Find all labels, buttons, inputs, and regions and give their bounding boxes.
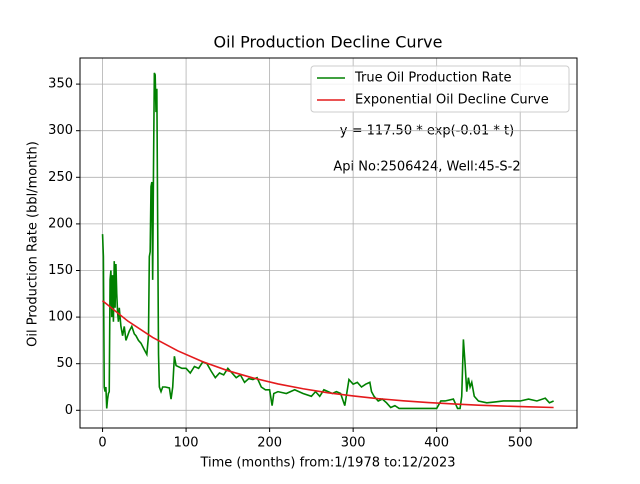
y-axis-label: Oil Production Rate (bbl/month) <box>26 141 41 347</box>
x-tick-label: 500 <box>508 436 533 451</box>
chart-title: Oil Production Decline Curve <box>214 33 443 52</box>
y-tick-label: 50 <box>56 356 73 371</box>
annotation: Api No:2506424, Well:45-S-2 <box>333 160 520 175</box>
x-tick-label: 300 <box>341 436 366 451</box>
y-tick-label: 300 <box>48 123 73 138</box>
y-tick-label: 0 <box>65 403 73 418</box>
data-line <box>102 300 554 409</box>
x-tick-label: 0 <box>98 436 106 451</box>
legend-label: Exponential Oil Decline Curve <box>355 93 549 108</box>
legend-box <box>310 65 570 113</box>
y-tick-label: 100 <box>48 310 73 325</box>
legend-label: True Oil Production Rate <box>354 71 511 86</box>
x-tick-label: 200 <box>257 436 282 451</box>
x-axis-label: Time (months) from:1/1978 to:12/2023 <box>199 456 455 471</box>
y-tick-label: 350 <box>48 77 73 92</box>
plot-frame <box>79 57 578 429</box>
y-tick-label: 250 <box>48 170 73 185</box>
x-tick-label: 400 <box>424 436 449 451</box>
y-tick-label: 150 <box>48 263 73 278</box>
y-tick-label: 200 <box>48 216 73 231</box>
x-tick-label: 100 <box>174 436 199 451</box>
